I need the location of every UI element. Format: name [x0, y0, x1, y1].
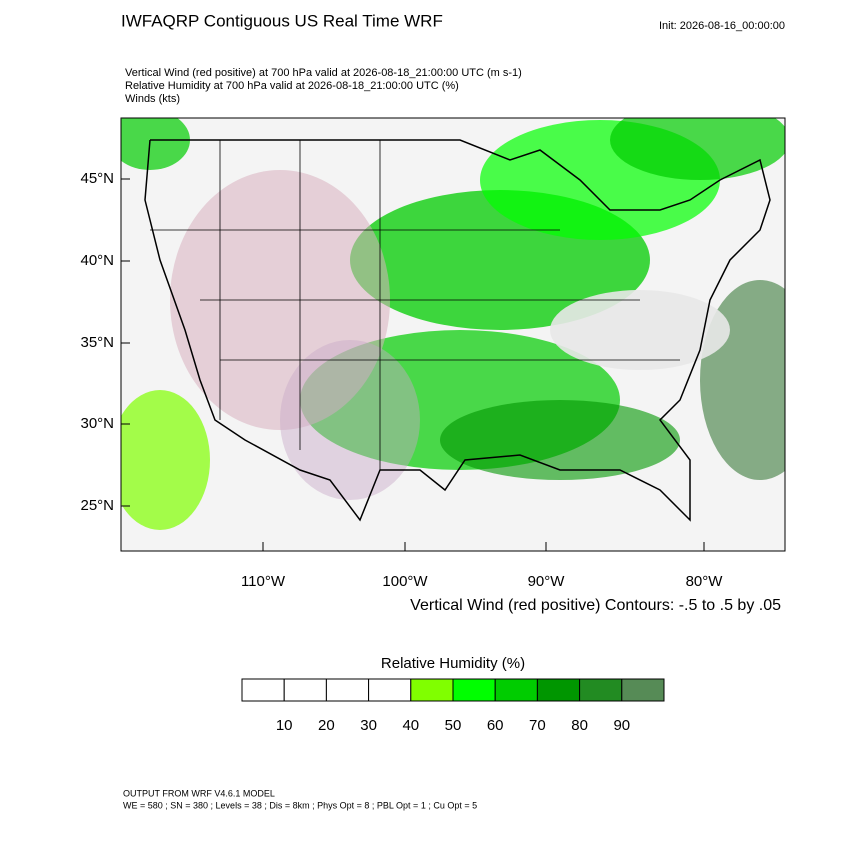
colorbar-box	[283, 678, 327, 702]
lat-label: 45°N	[80, 170, 114, 187]
colorbar-box	[241, 678, 285, 702]
lon-label: 90°W	[528, 573, 566, 590]
colorbar-label: 10	[276, 717, 293, 734]
colorbar-label: 60	[487, 717, 504, 734]
colorbar-label: 80	[571, 717, 588, 734]
colorbar-box	[494, 678, 538, 702]
description-line: Relative Humidity at 700 hPa valid at 20…	[125, 80, 459, 92]
colorbar-label: 20	[318, 717, 335, 734]
colorbar-box	[325, 678, 370, 702]
colorbar-label: 90	[613, 717, 630, 734]
colorbar-box	[368, 678, 412, 702]
colorbar-box	[579, 678, 623, 702]
map: 45°N 40°N 35°N 30°N 25°N 110°W 100°W 90°…	[80, 117, 786, 614]
lon-label: 80°W	[686, 573, 724, 590]
lat-label: 40°N	[80, 252, 114, 269]
contour-note: Vertical Wind (red positive) Contours: -…	[410, 597, 781, 614]
colorbar-label: 70	[529, 717, 546, 734]
colorbar-label: 40	[402, 717, 419, 734]
colorbar-box	[621, 678, 665, 702]
init-time: Init: 2026-08-16_00:00:00	[659, 20, 785, 32]
colorbar-box	[452, 678, 496, 702]
colorbar-box	[410, 678, 454, 702]
lon-label: 100°W	[382, 573, 428, 590]
lat-label: 35°N	[80, 334, 114, 351]
colorbar-label: 30	[360, 717, 377, 734]
title: IWFAQRP Contiguous US Real Time WRF	[121, 11, 443, 30]
colorbar-title: Relative Humidity (%)	[381, 655, 525, 672]
footer-line: OUTPUT FROM WRF V4.6.1 MODEL	[123, 788, 275, 798]
lon-label: 110°W	[241, 573, 286, 590]
description-line: Vertical Wind (red positive) at 700 hPa …	[125, 67, 522, 79]
lat-label: 25°N	[80, 497, 114, 514]
lat-label: 30°N	[80, 415, 114, 432]
footer-line: WE = 580 ; SN = 380 ; Levels = 38 ; Dis …	[123, 800, 477, 810]
colorbar-label: 50	[445, 717, 462, 734]
colorbar: Relative Humidity (%) 10 20 30 40 50 60 70 80 90	[241, 655, 665, 734]
colorbar-box	[536, 678, 581, 702]
description-line: Winds (kts)	[125, 93, 180, 105]
